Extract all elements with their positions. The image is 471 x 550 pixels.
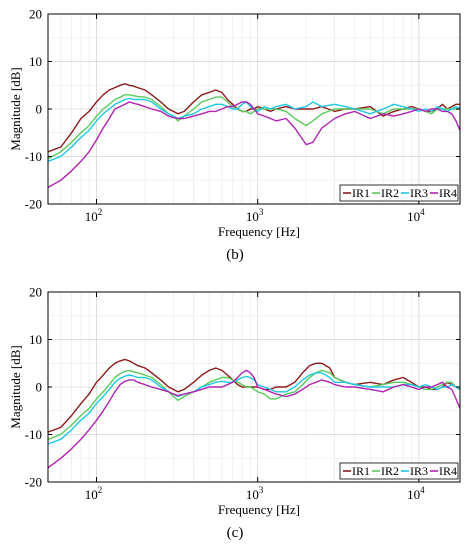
legend-label-IR3: IR3 (410, 186, 428, 200)
legend-box (339, 462, 459, 480)
legend-label-IR2: IR2 (381, 464, 399, 478)
x-axis-label: Frequency [Hz] (218, 224, 300, 239)
y-tick-label: 0 (36, 380, 43, 395)
y-tick-label: 20 (29, 285, 42, 300)
x-tick-label: 103 (246, 485, 264, 502)
y-axis-label: Magnitude [dB] (8, 345, 23, 428)
series-line-IR3 (47, 97, 461, 162)
x-tick-label: 102 (85, 207, 103, 224)
legend-label-IR3: IR3 (410, 464, 428, 478)
series-group (47, 83, 461, 189)
panel-0: -20 -10 0 10 20 102 103 104 Frequency [Hz] Magnit… (8, 7, 461, 263)
series-group (47, 358, 461, 469)
x-axis-label: Frequency [Hz] (218, 502, 300, 517)
panel-caption: (b) (226, 247, 244, 263)
y-tick-label: -10 (25, 149, 42, 164)
y-tick-label: -10 (25, 427, 42, 442)
panel-1: -20 -10 0 10 20 102 103 104 Frequency [Hz] Magnit… (8, 285, 461, 541)
y-tick-label: 20 (29, 7, 42, 22)
legend-label-IR2: IR2 (381, 186, 399, 200)
legend: IR1 IR2 IR3 IR4 (339, 462, 459, 480)
series-line-IR4 (47, 101, 461, 189)
series-line-IR2 (47, 369, 461, 440)
x-tick-label: 104 (407, 485, 425, 502)
y-tick-label: 0 (36, 102, 43, 117)
legend-label-IR4: IR4 (439, 464, 457, 478)
series-line-IR4 (47, 369, 461, 469)
legend-label-IR1: IR1 (352, 464, 370, 478)
legend-label-IR1: IR1 (352, 186, 370, 200)
panel-caption: (c) (227, 525, 244, 541)
y-axis-label: Magnitude [dB] (8, 67, 23, 150)
x-tick-label: 104 (407, 207, 425, 224)
legend-label-IR4: IR4 (439, 186, 457, 200)
y-tick-label: -20 (25, 197, 42, 212)
legend: IR1 IR2 IR3 IR4 (339, 184, 459, 202)
x-tick-label: 102 (85, 485, 103, 502)
y-tick-label: 10 (29, 332, 42, 347)
y-tick-label: -20 (25, 475, 42, 490)
x-tick-label: 103 (246, 207, 264, 224)
legend-box (339, 184, 459, 202)
series-line-IR2 (47, 94, 460, 160)
y-tick-label: 10 (29, 54, 42, 69)
